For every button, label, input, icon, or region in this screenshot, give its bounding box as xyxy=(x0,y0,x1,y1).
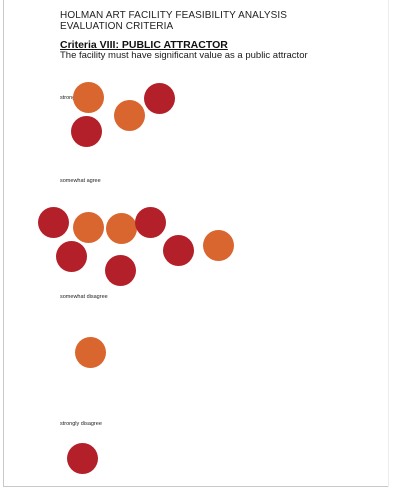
vote-dot-red xyxy=(38,207,69,238)
vote-dot-orange xyxy=(73,82,104,113)
title-line-2: EVALUATION CRITERIA xyxy=(60,21,174,32)
section-label-somewhat-disagree: somewhat disagree xyxy=(60,294,108,300)
criteria-heading: Criteria VIII: PUBLIC ATTRACTOR xyxy=(60,39,228,51)
vote-dot-red xyxy=(135,207,166,238)
vote-dot-orange xyxy=(106,213,137,244)
vote-dot-red xyxy=(105,255,136,286)
page-edge-divider xyxy=(388,0,389,487)
document-title: HOLMAN ART FACILITY FEASIBILITY ANALYSIS… xyxy=(60,10,380,32)
title-line-1: HOLMAN ART FACILITY FEASIBILITY ANALYSIS xyxy=(60,10,288,21)
vote-dot-orange xyxy=(73,212,104,243)
vote-dot-red xyxy=(56,241,87,272)
vote-dot-orange xyxy=(203,230,234,261)
vote-dot-red xyxy=(67,443,98,474)
vote-dot-red xyxy=(71,116,102,147)
document-page xyxy=(3,0,388,487)
vote-dot-orange xyxy=(114,100,145,131)
section-label-somewhat-agree: somewhat agree xyxy=(60,178,101,184)
vote-dot-red xyxy=(144,83,175,114)
criteria-description: The facility must have significant value… xyxy=(60,50,308,61)
vote-dot-orange xyxy=(75,337,106,368)
vote-dot-red xyxy=(163,235,194,266)
section-label-strongly-disagree: strongly disagree xyxy=(60,421,102,427)
